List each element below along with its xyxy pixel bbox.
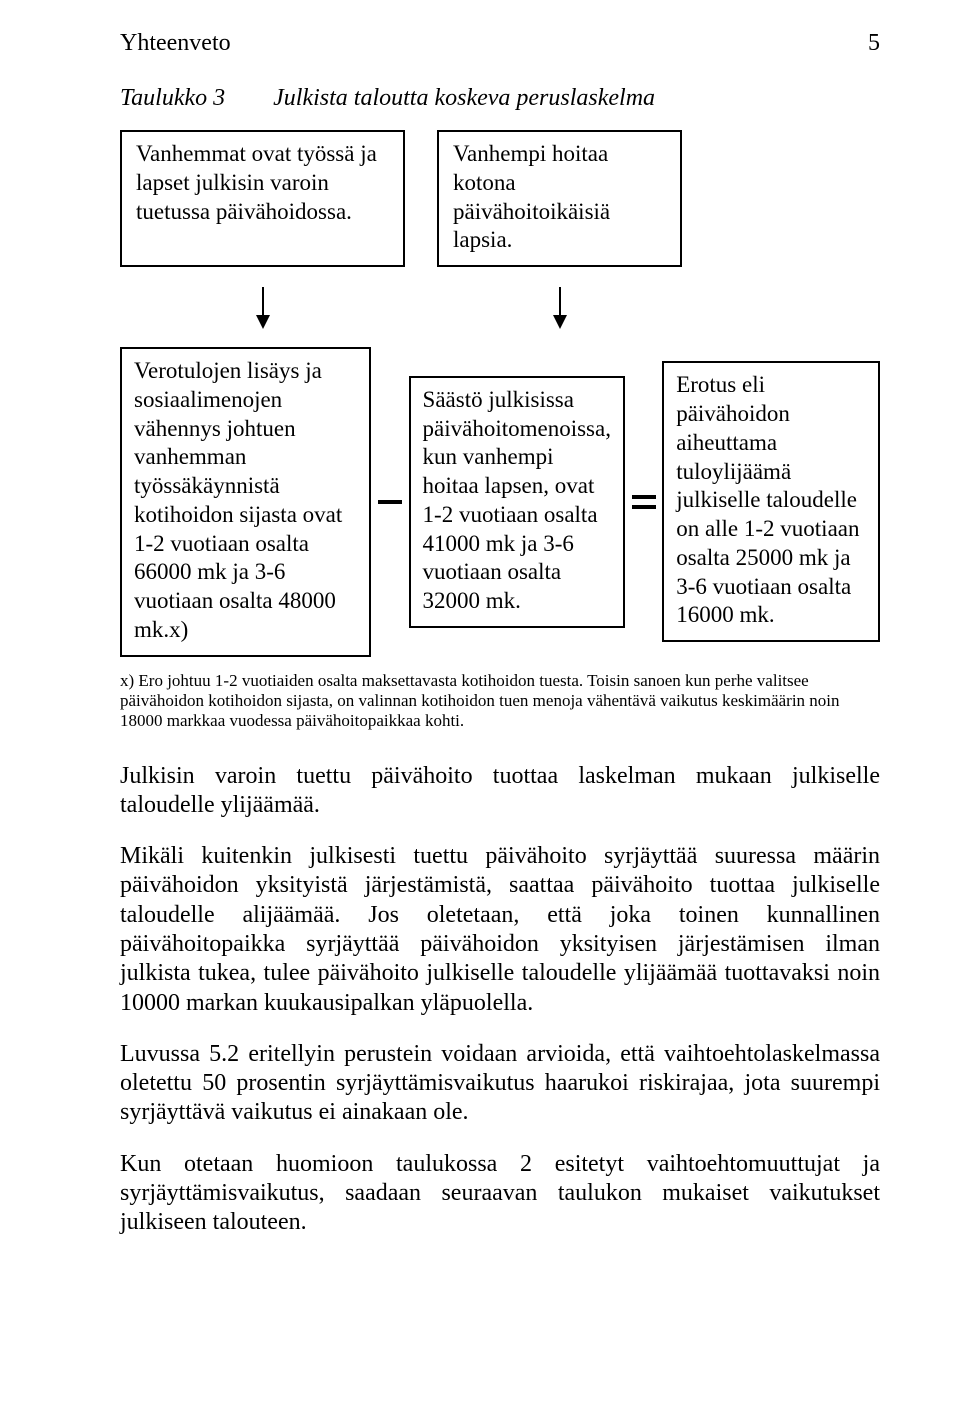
arrow-cell-b <box>437 277 682 337</box>
equation-term-1: Verotulojen lisäys ja sosiaalimenojen vä… <box>120 347 371 657</box>
body-paragraph: Luvussa 5.2 eritellyin perustein voidaan… <box>120 1040 880 1128</box>
arrow-down-icon <box>262 287 264 327</box>
minus-icon <box>378 500 402 504</box>
equation-term-2: Säästö julkisissa päivähoitomenoissa, ku… <box>409 376 625 628</box>
table-title: Julkista taloutta koskeva peruslaskelma <box>273 85 655 112</box>
arrow-cell-a <box>120 277 405 337</box>
body-paragraph: Julkisin varoin tuettu päivähoito tuotta… <box>120 762 880 821</box>
scenario-box-a: Vanhemmat ovat työssä ja lapset julkisin… <box>120 130 405 267</box>
table-number: Taulukko 3 <box>120 85 225 112</box>
equals-icon <box>632 505 656 509</box>
minus-operator <box>371 500 408 504</box>
page-header: Yhteenveto 5 <box>120 30 880 57</box>
header-section-title: Yhteenveto <box>120 30 231 57</box>
equation-result: Erotus eli päivähoidon aiheuttama tuloyl… <box>662 361 880 642</box>
equals-operator <box>625 495 662 509</box>
page: Yhteenveto 5 Taulukko 3 Julkista taloutt… <box>0 0 960 1410</box>
body-paragraph: Mikäli kuitenkin julkisesti tuettu päivä… <box>120 842 880 1018</box>
scenario-box-b: Vanhempi hoitaa kotona päivähoitoikäisiä… <box>437 130 682 267</box>
equation-row: Verotulojen lisäys ja sosiaalimenojen vä… <box>120 347 880 657</box>
equals-icon <box>632 495 656 499</box>
scenario-boxes-row: Vanhemmat ovat työssä ja lapset julkisin… <box>120 130 880 267</box>
table-caption: Taulukko 3 Julkista taloutta koskeva per… <box>120 85 880 112</box>
page-number: 5 <box>868 30 880 57</box>
arrow-down-icon <box>559 287 561 327</box>
footnote-text: x) Ero johtuu 1-2 vuotiaiden osalta maks… <box>120 671 880 732</box>
body-paragraph: Kun otetaan huomioon taulukossa 2 esitet… <box>120 1150 880 1238</box>
arrow-row <box>120 277 880 337</box>
